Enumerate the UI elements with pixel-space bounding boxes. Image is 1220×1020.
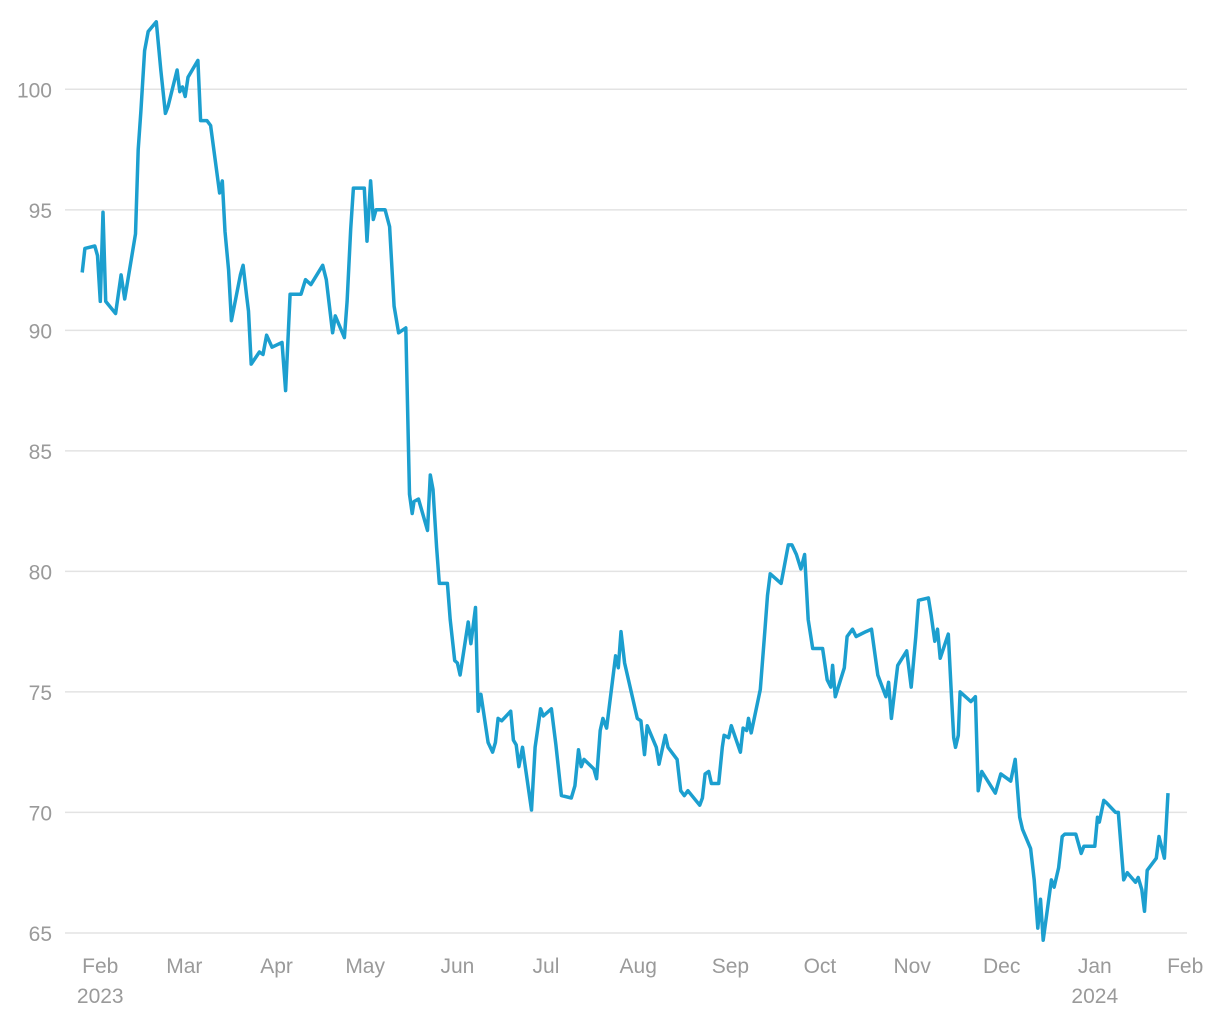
x-tick-label: Nov [893,955,931,978]
y-tick-label: 75 [29,682,52,705]
y-tick-label: 85 [29,441,52,464]
x-tick-label: Feb [1167,955,1203,978]
x-tick-label: Oct [804,955,837,978]
x-tick-label: May [345,955,385,978]
x-tick-label: Feb 2023 [77,955,124,1008]
x-tick-label: Dec [983,955,1020,978]
x-tick-label: Jul [533,955,560,978]
y-tick-label: 95 [29,200,52,223]
x-tick-label: Jan 2024 [1071,955,1118,1008]
y-tick-label: 65 [29,923,52,946]
y-tick-label: 70 [29,802,52,825]
y-tick-label: 90 [29,320,52,343]
x-tick-label: Mar [166,955,202,978]
x-tick-label: Aug [620,955,657,978]
x-tick-label: Sep [712,955,749,978]
x-tick-label: Jun [440,955,474,978]
x-tick-label: Apr [260,955,293,978]
price-line [80,20,1170,942]
y-tick-label: 80 [29,561,52,584]
y-tick-label: 100 [17,79,52,102]
